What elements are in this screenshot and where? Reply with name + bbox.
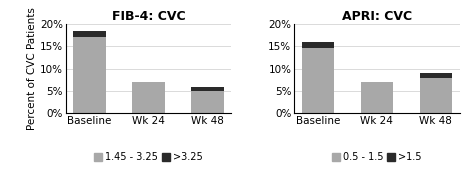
Y-axis label: Percent of CVC Patients: Percent of CVC Patients	[27, 7, 37, 130]
Legend: 1.45 - 3.25, >3.25: 1.45 - 3.25, >3.25	[94, 152, 203, 162]
Bar	[361, 82, 393, 113]
Bar	[73, 31, 106, 37]
Bar	[302, 42, 334, 48]
Legend: 0.5 - 1.5, >1.5: 0.5 - 1.5, >1.5	[332, 152, 422, 162]
Bar	[420, 78, 452, 113]
Bar	[420, 73, 452, 78]
Title: APRI: CVC: APRI: CVC	[342, 10, 412, 23]
Bar	[73, 37, 106, 113]
Title: FIB-4: CVC: FIB-4: CVC	[112, 10, 185, 23]
Bar	[132, 82, 165, 113]
Bar	[191, 91, 224, 113]
Bar	[191, 87, 224, 91]
Bar	[302, 48, 334, 113]
